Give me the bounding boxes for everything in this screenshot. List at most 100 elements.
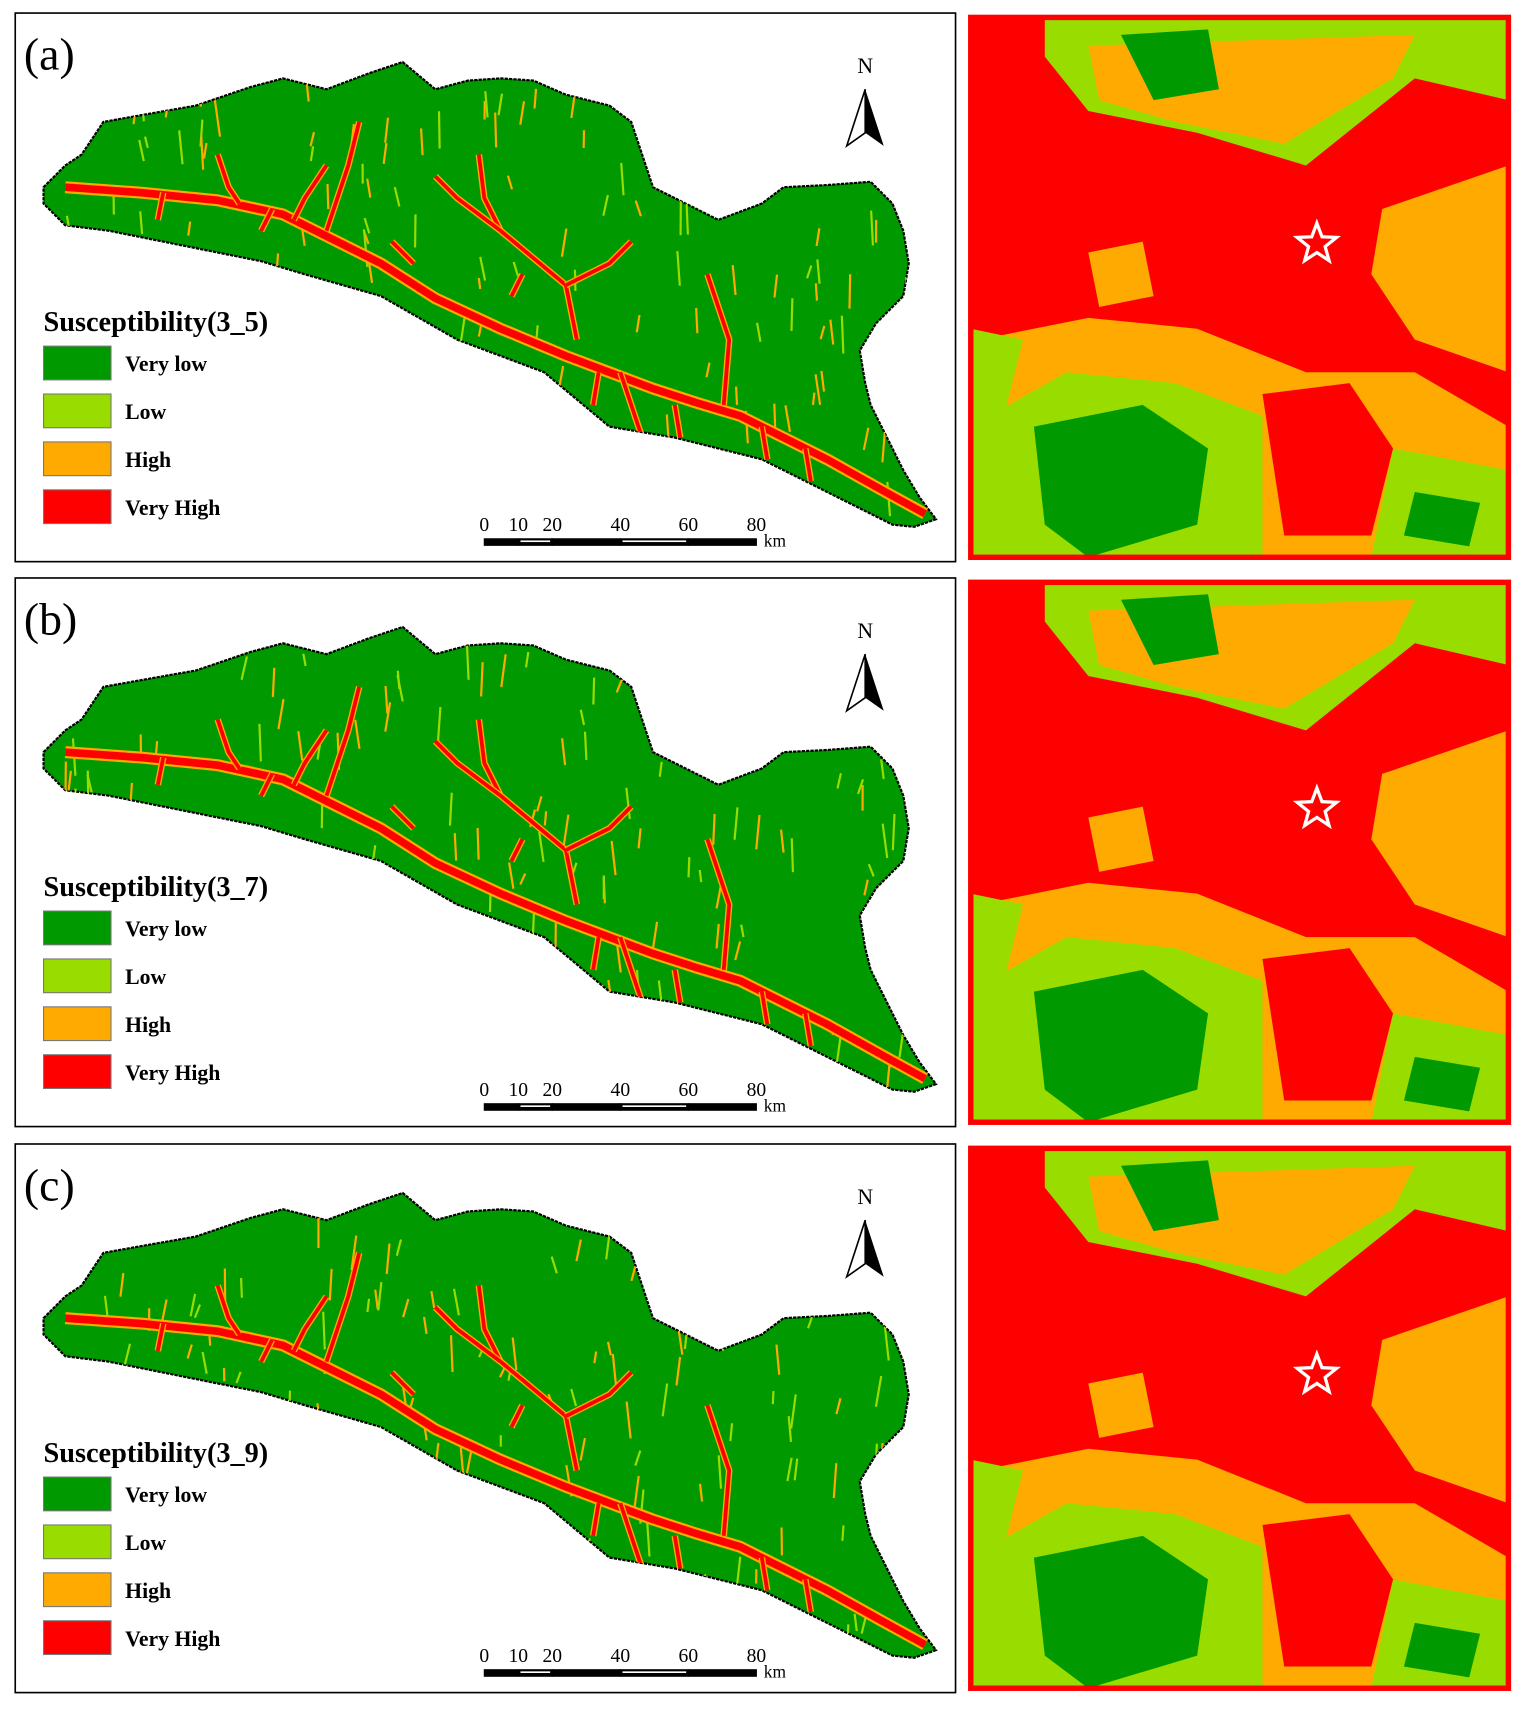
stream	[695, 307, 699, 334]
stream	[477, 277, 482, 290]
stream	[437, 111, 441, 149]
stream	[536, 796, 543, 812]
zoom-region	[1371, 730, 1509, 938]
stream	[452, 1288, 461, 1316]
stream	[371, 845, 377, 861]
panel: (b) N Susceptibility(3_7) Very low Low High Ve…	[14, 577, 1512, 1128]
river	[672, 969, 683, 1003]
location-star	[1292, 218, 1341, 265]
stream	[646, 1519, 651, 1557]
river	[215, 1284, 242, 1336]
legend-label: Very High	[125, 496, 220, 520]
stream	[736, 1556, 742, 1584]
panel: (c) N Susceptibility(3_9) Very low Low High Ve…	[14, 1143, 1512, 1694]
stream	[635, 314, 641, 333]
stream	[605, 1235, 611, 1260]
stream	[784, 405, 792, 432]
stream	[277, 698, 285, 730]
river	[324, 121, 361, 232]
river	[618, 371, 644, 439]
north-label: N	[857, 54, 873, 78]
stream	[297, 731, 304, 761]
stream	[775, 1344, 781, 1375]
stream	[494, 112, 498, 148]
zoom-region	[1371, 1296, 1509, 1504]
stream	[570, 1388, 578, 1407]
river	[591, 371, 601, 406]
stream	[687, 856, 691, 878]
river	[155, 757, 166, 786]
legend-swatch	[42, 489, 112, 525]
stream	[384, 702, 392, 732]
scale-tick-label: 40	[611, 1080, 631, 1101]
scale-segment	[551, 1103, 621, 1111]
stream	[535, 325, 539, 340]
stream	[734, 941, 742, 961]
zoom-region	[1088, 241, 1154, 307]
location-star	[1292, 783, 1341, 830]
legend-title: Susceptibility(3_7)	[44, 872, 269, 903]
river	[292, 164, 329, 221]
zoom-region	[1120, 1160, 1219, 1232]
river	[672, 1535, 683, 1569]
stream	[840, 315, 845, 354]
stream	[786, 1457, 793, 1482]
stream	[583, 731, 588, 760]
stream	[507, 862, 515, 889]
stream	[658, 761, 663, 777]
legend-label: Low	[125, 965, 166, 989]
stream	[382, 142, 388, 164]
zoom-region	[1403, 491, 1481, 547]
legend-swatch	[42, 1524, 112, 1560]
scale-tick-label: 80	[747, 1646, 767, 1667]
stream	[790, 838, 795, 873]
scale-segment	[687, 1103, 757, 1111]
stream	[835, 1398, 842, 1415]
stream	[790, 298, 794, 331]
river	[476, 719, 579, 905]
scale-segment-inner	[622, 1105, 687, 1107]
stream	[811, 392, 816, 406]
river	[509, 1404, 525, 1428]
scale-tick-label: 20	[543, 1646, 563, 1667]
river	[65, 183, 927, 518]
zoom-frame	[968, 1145, 1512, 1691]
stream	[829, 319, 835, 345]
scale-segment	[483, 1103, 519, 1111]
stream	[193, 1304, 202, 1319]
legend-label: Low	[125, 400, 166, 424]
legend-title: Susceptibility(3_9)	[44, 1438, 269, 1469]
zoom-frame	[968, 14, 1512, 561]
scale-tick-label: 20	[543, 1080, 563, 1101]
scale-tick-label: 10	[509, 1080, 529, 1101]
stream	[610, 840, 617, 876]
scale-segment	[483, 1669, 519, 1677]
stream	[202, 142, 208, 159]
location-star	[1292, 1349, 1341, 1396]
scale-tick-label: 40	[611, 515, 631, 536]
stream	[213, 100, 222, 137]
stream	[384, 117, 390, 143]
stream	[575, 1239, 582, 1262]
river	[215, 718, 242, 770]
stream	[240, 656, 248, 680]
north-label: N	[857, 1185, 873, 1209]
stream	[560, 738, 567, 766]
stream	[271, 667, 276, 698]
legend-label: Low	[125, 1531, 166, 1555]
river	[705, 838, 732, 970]
stream	[579, 1437, 586, 1461]
stream	[611, 1353, 618, 1389]
stream	[881, 823, 889, 859]
stream	[484, 91, 489, 118]
legend-swatch	[42, 1054, 112, 1090]
stream	[200, 136, 205, 170]
river	[565, 240, 633, 287]
stream	[848, 274, 852, 309]
stream	[898, 1034, 904, 1058]
zoom-region	[1262, 948, 1394, 1101]
zoom-region	[1120, 29, 1219, 101]
stream	[550, 1256, 558, 1274]
scale-unit: km	[764, 1095, 787, 1115]
scale-segment	[551, 1669, 621, 1677]
